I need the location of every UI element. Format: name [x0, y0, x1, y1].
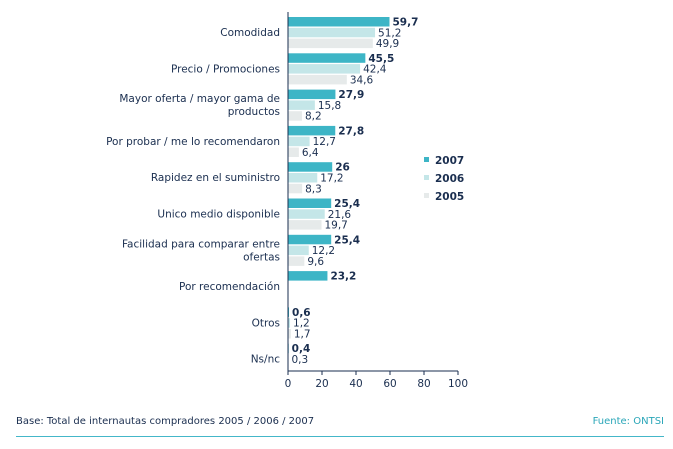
bar-2005-8	[288, 329, 291, 339]
value-label-2007-5: 25,4	[334, 198, 360, 210]
chart-footer: Base: Total de internautas compradores 2…	[16, 412, 664, 437]
x-tick-label-40: 40	[349, 378, 362, 390]
bar-2005-1	[288, 74, 347, 85]
category-label-9: Ns/nc	[251, 354, 281, 366]
bar-2006-5	[288, 209, 325, 219]
x-tick-label-80: 80	[417, 378, 430, 390]
bar-2006-2	[288, 100, 315, 110]
category-label-1: Precio / Promociones	[171, 63, 280, 75]
category-label-6-line1: ofertas	[243, 251, 280, 263]
bar-2005-4	[288, 183, 303, 194]
bar-2005-0	[288, 38, 373, 49]
bar-2007-2	[288, 89, 336, 100]
value-label-2006-6: 12,2	[312, 245, 335, 257]
value-label-2007-1: 45,5	[368, 53, 394, 65]
value-label-2005-6: 9,6	[307, 256, 324, 268]
category-label-0: Comodidad	[220, 27, 280, 39]
source-note: Fuente: ONTSI	[592, 416, 664, 427]
category-label-7: Por recomendación	[179, 281, 280, 293]
category-label-2-line1: productos	[228, 106, 280, 118]
bar-2006-6	[288, 245, 309, 256]
bar-2005-2	[288, 111, 302, 121]
value-label-2007-8: 0,6	[292, 307, 311, 319]
value-label-2006-3: 12,7	[313, 136, 336, 148]
x-tick-label-100: 100	[448, 378, 468, 390]
bar-2007-0	[288, 17, 390, 27]
value-label-2005-2: 8,2	[305, 111, 322, 123]
value-label-2006-1: 42,4	[363, 64, 387, 76]
bar-2007-3	[288, 125, 336, 136]
value-label-2005-3: 6,4	[302, 147, 319, 159]
value-label-2007-9: 0,4	[292, 343, 311, 355]
legend-label-2005: 2005	[435, 191, 464, 203]
bar-2007-4	[288, 162, 333, 172]
bar-2007-5	[288, 198, 332, 208]
value-label-2007-0: 59,7	[392, 17, 418, 29]
x-tick-label-20: 20	[315, 378, 328, 390]
value-label-2006-8: 1,2	[293, 318, 310, 330]
bar-2005-5	[288, 220, 322, 230]
legend-swatch-2005	[424, 193, 429, 198]
bar-2006-0	[288, 27, 376, 38]
bar-2007-6	[288, 234, 332, 245]
value-label-2007-7: 23,2	[330, 271, 356, 283]
value-label-2005-5: 19,7	[324, 220, 347, 232]
value-label-2006-0: 51,2	[378, 27, 401, 39]
bar-2005-6	[288, 256, 305, 266]
category-label-6-line0: Facilidad para comparar entre	[122, 238, 280, 250]
value-label-2006-5: 21,6	[328, 209, 352, 221]
value-label-2005-1: 34,6	[350, 74, 374, 86]
bar-chart: 59,751,249,9 Comodidad 45,542,434,6 Precio …	[106, 12, 468, 390]
bar-2007-8	[288, 307, 290, 317]
value-label-2007-2: 27,9	[338, 89, 364, 101]
bar-2006-4	[288, 173, 318, 183]
legend-swatch-2006	[424, 175, 429, 180]
category-label-8: Otros	[252, 317, 280, 329]
value-label-2005-4: 8,3	[305, 183, 322, 195]
legend-label-2006: 2006	[435, 173, 464, 185]
value-label-2007-4: 26	[335, 162, 350, 174]
bar-2005-3	[288, 147, 299, 157]
value-label-2007-3: 27,8	[338, 125, 364, 137]
value-label-2006-9: 0,3	[292, 354, 309, 366]
value-label-2006-2: 15,8	[318, 100, 341, 112]
category-label-5: Unico medio disponible	[157, 209, 280, 221]
bar-2006-8	[288, 318, 291, 328]
category-label-3: Por probar / me lo recomendaron	[106, 136, 280, 148]
legend-swatch-2007	[424, 157, 429, 162]
category-label-2-line0: Mayor oferta / mayor gama de	[119, 93, 280, 105]
x-tick-label-60: 60	[383, 378, 396, 390]
category-label-4: Rapidez en el suministro	[151, 172, 280, 184]
legend-label-2007: 2007	[435, 155, 464, 167]
bar-2007-7	[288, 271, 328, 281]
x-tick-label-0: 0	[285, 378, 292, 390]
bar-2006-1	[288, 64, 361, 74]
value-label-2005-0: 49,9	[376, 38, 399, 50]
value-label-2007-6: 25,4	[334, 234, 360, 246]
value-label-2006-4: 17,2	[320, 173, 343, 185]
base-note: Base: Total de internautas compradores 2…	[16, 416, 315, 427]
bar-2006-3	[288, 136, 310, 147]
value-label-2005-8: 1,7	[294, 329, 311, 341]
bar-2007-1	[288, 53, 366, 63]
